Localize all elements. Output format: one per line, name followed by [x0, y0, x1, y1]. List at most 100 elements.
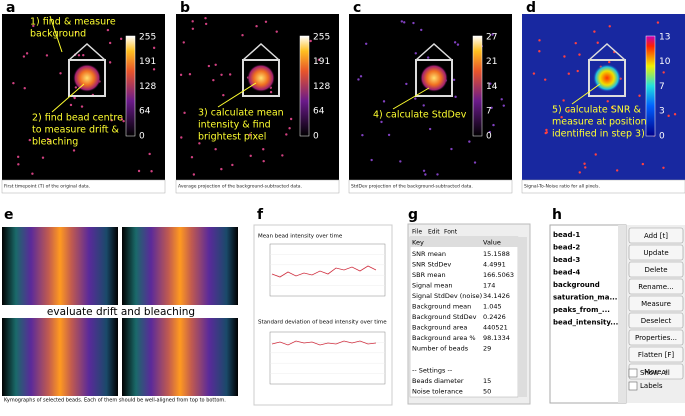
button-label[interactable]: More » — [644, 368, 668, 376]
button-label[interactable]: Delete — [645, 266, 668, 274]
bead-spot — [317, 58, 321, 61]
colorbar-tick: 64 — [313, 107, 325, 117]
annotation: identified in step 3) — [552, 129, 645, 140]
bead-spot — [578, 53, 581, 56]
bead-spot — [25, 52, 29, 55]
colorbar-tick: 255 — [139, 33, 156, 43]
bead-spot — [119, 37, 123, 41]
roi-item[interactable]: bead-3 — [553, 256, 580, 264]
roi-item[interactable]: bead-1 — [553, 231, 580, 239]
bead-spot — [615, 169, 619, 172]
bead-spot — [137, 169, 141, 173]
button-label[interactable]: Add [t] — [644, 232, 668, 240]
annotation-arrow — [51, 83, 85, 113]
button[interactable] — [628, 329, 684, 346]
kymograph — [122, 227, 238, 305]
bead-spot — [192, 173, 196, 176]
bead-spot — [453, 41, 457, 44]
button[interactable] — [628, 295, 684, 312]
checkbox-label[interactable]: Show All — [640, 369, 670, 377]
roi-item[interactable]: peaks_from_... — [553, 306, 610, 314]
button[interactable] — [628, 261, 684, 278]
bead-spot — [488, 130, 491, 134]
colorbar-tick: 7 — [486, 107, 492, 117]
annotation: 1) find & measure — [30, 17, 116, 28]
value-cell: 0.2426 — [483, 313, 506, 321]
bead-spot — [593, 30, 596, 33]
header-cell: Value — [483, 239, 501, 247]
button-label[interactable]: Flatten [F] — [638, 351, 674, 359]
caption: Signal-To-Noise ratio for all pixels. — [524, 184, 600, 190]
bead-spot — [538, 50, 541, 53]
annotation: bleaching — [32, 137, 78, 148]
roi-item[interactable]: bead-2 — [553, 244, 580, 252]
annotation: 5) calculate SNR & — [552, 105, 642, 116]
bead-spot — [183, 111, 186, 115]
caption-box — [521, 179, 685, 194]
button[interactable] — [628, 346, 684, 363]
roi-item[interactable]: bead_intensity... — [553, 319, 618, 327]
button[interactable] — [628, 244, 684, 261]
checkbox[interactable] — [628, 381, 638, 391]
button-label[interactable]: Deselect — [641, 317, 672, 325]
button[interactable] — [628, 227, 684, 244]
bead-spot — [122, 119, 125, 123]
value-cell: 98.1334 — [483, 334, 510, 342]
colorbar-tick: 191 — [139, 57, 156, 67]
bead-spot — [422, 169, 426, 172]
bead-spot — [32, 24, 35, 28]
bead-spot — [454, 95, 457, 99]
bead-spot — [426, 56, 430, 59]
checkbox[interactable] — [628, 368, 638, 378]
bead-spot — [576, 69, 579, 73]
bead-spot — [538, 39, 541, 42]
panel-label: a — [6, 0, 15, 16]
bead-spot — [289, 117, 293, 121]
roi-item[interactable]: saturation_ma... — [553, 294, 617, 302]
bead-spot — [148, 152, 151, 156]
annotation-bg — [20, 305, 220, 318]
bead-spot — [405, 82, 408, 86]
menu-item[interactable]: File — [412, 229, 422, 236]
button-label[interactable]: Measure — [641, 300, 671, 308]
bead-spot — [198, 142, 201, 145]
menu-item[interactable]: Edit — [428, 229, 440, 236]
button-label[interactable]: Rename... — [638, 283, 673, 291]
roi-item[interactable]: background — [553, 281, 600, 289]
colorbar-tick: 13 — [659, 33, 670, 43]
annotation-arrow — [571, 83, 601, 105]
bead-spot — [424, 173, 427, 176]
key-cell: Background area — [412, 324, 467, 332]
bead-spot — [190, 156, 194, 159]
bead-spot — [387, 133, 391, 137]
button[interactable] — [628, 312, 684, 329]
key-cell: SBR mean — [412, 271, 446, 279]
annotation: 2) find bead centre — [32, 113, 123, 124]
colorbar-tick: 10 — [659, 57, 671, 67]
bead-spot — [359, 75, 363, 78]
bead-blob — [73, 64, 101, 92]
bead-spot — [574, 41, 577, 45]
bead-spot — [502, 104, 505, 107]
bead-spot — [228, 73, 232, 76]
bead-spot — [120, 117, 124, 121]
button[interactable] — [628, 278, 684, 295]
caption-box — [175, 179, 340, 194]
bead-spot — [584, 166, 587, 169]
bead-spot — [414, 52, 417, 55]
checkbox-label[interactable]: Labels — [640, 382, 663, 390]
bead-blob — [247, 64, 275, 92]
annotation: 3) calculate mean — [198, 108, 284, 119]
caption-box — [1, 179, 166, 194]
bead-spot — [641, 162, 645, 166]
menu-item[interactable]: Font — [444, 229, 458, 236]
table-header — [410, 237, 518, 247]
button-label[interactable]: Update — [643, 249, 668, 257]
button-label[interactable]: Properties... — [635, 334, 677, 342]
roi-item[interactable]: bead-4 — [553, 269, 580, 277]
bead-spot — [48, 140, 52, 143]
bead-spot — [46, 137, 50, 141]
bead-spot — [412, 21, 415, 25]
bead-spot — [606, 100, 609, 103]
